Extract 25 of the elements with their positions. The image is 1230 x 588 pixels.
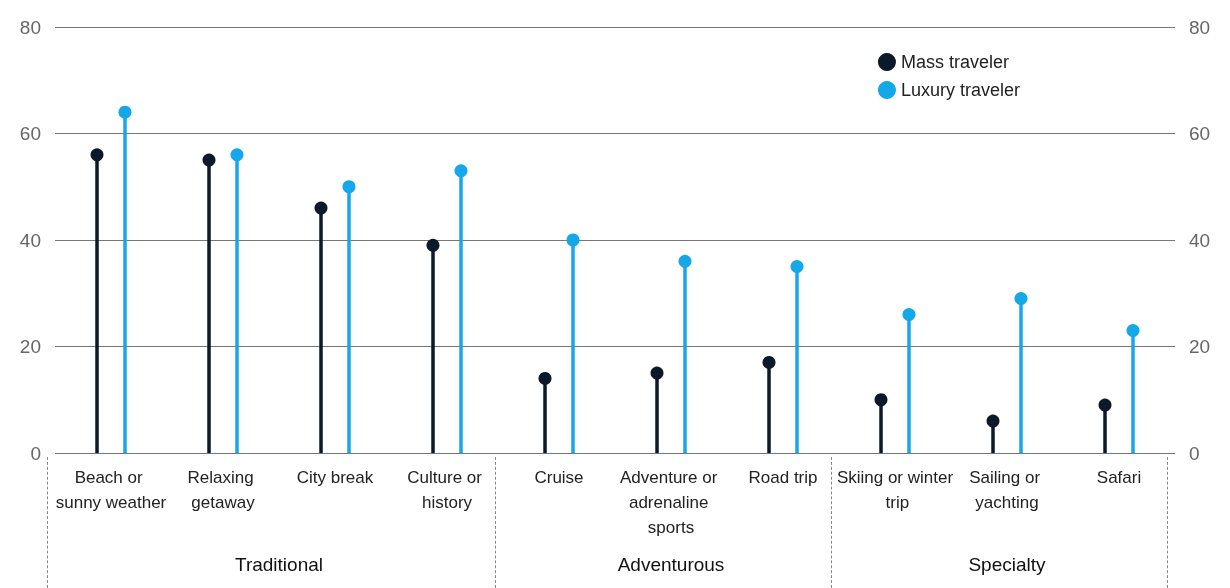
x-tick-label: Relaxing getaway [187, 468, 259, 512]
x-tick-label: Cruise [534, 468, 584, 487]
legend-label: Luxury traveler [900, 80, 1021, 100]
text: Specialty [967, 554, 1047, 576]
text: Adventurous [616, 554, 726, 576]
text: Traditional [234, 554, 324, 576]
x-tick-label: Safari [1096, 468, 1142, 487]
y2-tick-label: 80 [1189, 16, 1211, 38]
y-tick-label: 20 [19, 336, 41, 357]
x-tick-label: City break [296, 468, 374, 487]
y-tick-label: 60 [19, 123, 41, 144]
x-tick-label: Beach or sunny weather [55, 468, 167, 512]
y2-tick-label: 60 [1189, 123, 1211, 144]
y2-tick-label: 20 [1189, 336, 1211, 357]
x-tick-label: Adventure or adrenaline sports [619, 468, 723, 537]
x-tick-label: Sailing or yachting [969, 468, 1045, 512]
y-tick-label: 0 [30, 442, 41, 464]
x-tick-label: Road trip [748, 468, 818, 487]
x-tick-label: Skiing or winter trip [836, 468, 954, 512]
y2-tick-label: 40 [1189, 229, 1211, 251]
y-tick-label: 40 [19, 229, 41, 251]
x-tick-label: Culture or history [407, 468, 487, 512]
y2-tick-label: 0 [1189, 442, 1200, 464]
legend-label: Mass traveler [900, 52, 1009, 72]
y-tick-label: 80 [19, 16, 41, 38]
